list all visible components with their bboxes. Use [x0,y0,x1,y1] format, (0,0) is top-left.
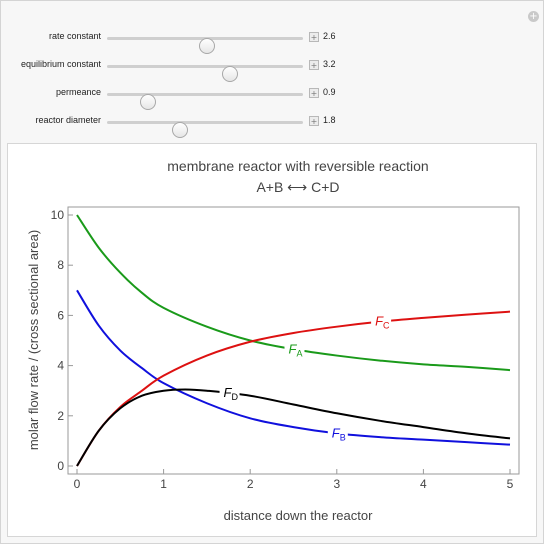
slider-thumb[interactable] [222,66,239,82]
plus-icon[interactable]: + [309,32,319,42]
slider-thumb[interactable] [198,38,215,54]
x-tick-label: 0 [74,477,81,491]
y-tick-label: 4 [57,359,64,373]
control-rate-constant: rate constant + 2.6 [1,28,544,54]
slider-thumb[interactable] [140,94,157,110]
control-label: equilibrium constant [20,59,101,69]
line-chart: membrane reactor with reversible reactio… [26,158,520,523]
y-tick-label: 8 [57,258,64,272]
reactor-diameter-slider[interactable] [107,121,303,138]
control-value: 0.9 [323,87,336,97]
slider-thumb[interactable] [171,122,188,138]
permeance-slider[interactable] [107,93,303,110]
y-tick-label: 10 [51,208,65,222]
y-axis-label: molar flow rate / (cross sectional area) [26,230,41,450]
plus-icon[interactable]: + [309,88,319,98]
plus-icon[interactable]: + [309,116,319,126]
chart-title: membrane reactor with reversible reactio… [167,158,428,174]
series-line-B [76,289,511,446]
plus-icon[interactable]: + [309,60,319,70]
plot-panel: membrane reactor with reversible reactio… [7,143,537,537]
equilibrium-constant-slider[interactable] [107,65,303,82]
series-line-A [76,214,511,372]
rate-constant-slider[interactable] [107,37,303,54]
label-background [371,312,392,329]
x-tick-label: 5 [507,477,514,491]
x-axis-label: distance down the reactor [224,508,374,523]
control-permeance: permeance + 0.9 [1,84,544,110]
control-reactor-diameter: reactor diameter + 1.8 [1,112,544,138]
label-background [219,384,240,401]
y-tick-label: 2 [57,409,64,423]
control-equilibrium-constant: equilibrium constant + 3.2 [1,56,544,82]
label-background [327,424,348,441]
control-label: rate constant [48,31,101,41]
y-tick-label: 6 [57,308,64,322]
plot-frame [67,206,520,475]
label-background [284,340,305,357]
control-value: 1.8 [323,115,336,125]
x-tick-label: 1 [160,477,167,491]
control-value: 3.2 [323,59,336,69]
control-label: permeance [55,87,101,97]
series-line-C [76,310,511,467]
x-tick-label: 4 [420,477,427,491]
x-tick-label: 3 [333,477,340,491]
control-value: 2.6 [323,31,336,41]
y-tick-label: 0 [57,459,64,473]
control-label: reactor diameter [35,115,101,125]
chart-subtitle: A+B ⟷ C+D [256,179,339,195]
plus-circle-icon[interactable]: + [528,11,539,22]
x-tick-label: 2 [247,477,254,491]
